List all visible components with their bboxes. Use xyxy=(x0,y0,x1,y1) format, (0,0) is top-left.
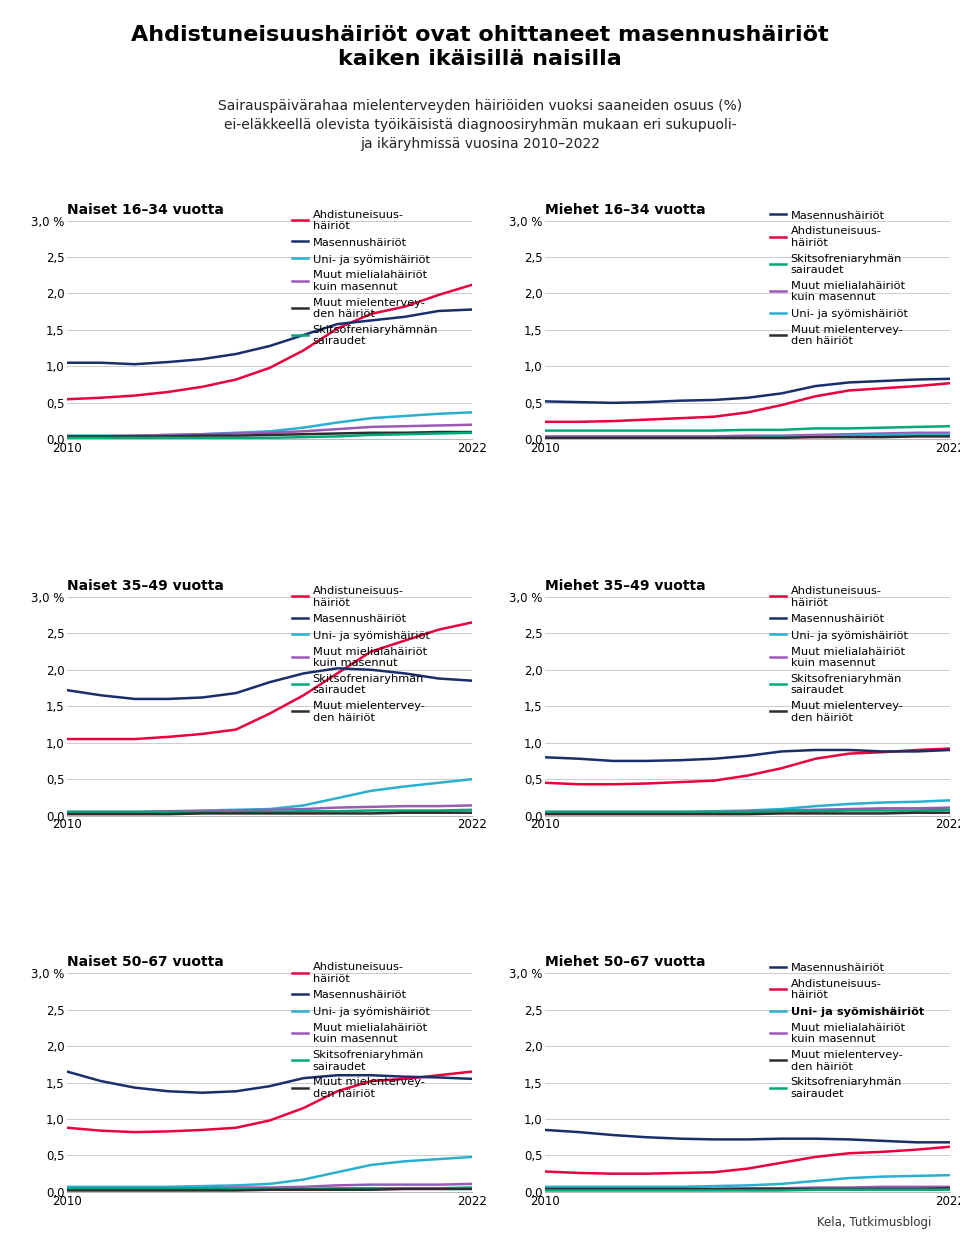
Text: Naiset 50–67 vuotta: Naiset 50–67 vuotta xyxy=(67,955,224,969)
Legend: Masennushäiriöt, Ahdistuneisuus-
häiriöt, Skitsofreniaryhmän
sairaudet, Muut mie: Masennushäiriöt, Ahdistuneisuus- häiriöt… xyxy=(770,209,907,347)
Legend: Ahdistuneisuus-
häiriöt, Masennushäiriöt, Uni- ja syömishäiriöt, Muut mielialahä: Ahdistuneisuus- häiriöt, Masennushäiriöt… xyxy=(292,586,429,722)
Text: Miehet 35–49 vuotta: Miehet 35–49 vuotta xyxy=(545,579,706,593)
Legend: Ahdistuneisuus-
häiriöt, Masennushäiriöt, Uni- ja syömishäiriöt, Muut mielialahä: Ahdistuneisuus- häiriöt, Masennushäiriöt… xyxy=(770,586,907,722)
Text: Ahdistuneisuushäiriöt ovat ohittaneet masennushäiriöt
kaiken ikäisillä naisilla: Ahdistuneisuushäiriöt ovat ohittaneet ma… xyxy=(132,25,828,69)
Text: Sairauspäivärahaa mielenterveyden häiriöiden vuoksi saaneiden osuus (%)
ei-eläkk: Sairauspäivärahaa mielenterveyden häiriö… xyxy=(218,99,742,151)
Text: Naiset 16–34 vuotta: Naiset 16–34 vuotta xyxy=(67,203,224,217)
Legend: Masennushäiriöt, Ahdistuneisuus-
häiriöt, Uni- ja syömishäiriöt, Muut mielialahä: Masennushäiriöt, Ahdistuneisuus- häiriöt… xyxy=(770,963,924,1099)
Text: Miehet 16–34 vuotta: Miehet 16–34 vuotta xyxy=(545,203,706,217)
Legend: Ahdistuneisuus-
häiriöt, Masennushäiriöt, Uni- ja syömishäiriöt, Muut mielialahä: Ahdistuneisuus- häiriöt, Masennushäiriöt… xyxy=(292,209,438,347)
Text: Kela, Tutkimusblogi: Kela, Tutkimusblogi xyxy=(817,1217,931,1229)
Text: Naiset 35–49 vuotta: Naiset 35–49 vuotta xyxy=(67,579,224,593)
Text: Miehet 50–67 vuotta: Miehet 50–67 vuotta xyxy=(545,955,706,969)
Legend: Ahdistuneisuus-
häiriöt, Masennushäiriöt, Uni- ja syömishäiriöt, Muut mielialahä: Ahdistuneisuus- häiriöt, Masennushäiriöt… xyxy=(292,963,429,1099)
